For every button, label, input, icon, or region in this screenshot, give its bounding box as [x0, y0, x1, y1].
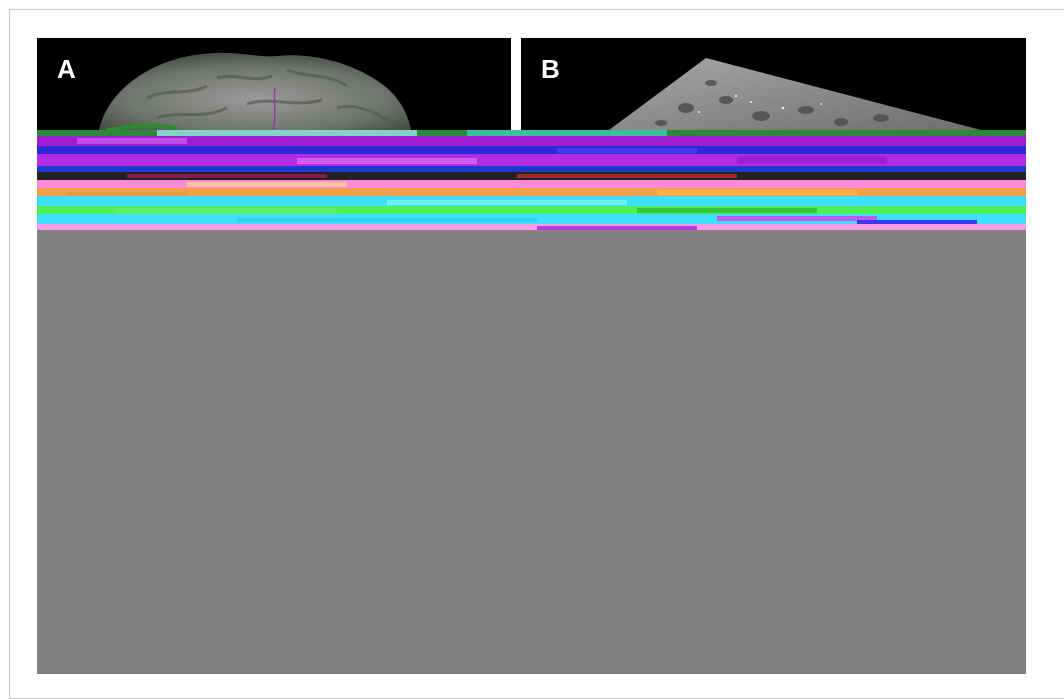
microscopy-slice-icon	[609, 58, 981, 130]
panel-label-a: A	[57, 54, 76, 84]
panel-label-b: B	[541, 54, 560, 84]
figure-image: A	[37, 38, 1026, 674]
corrupted-image-band	[37, 130, 1026, 230]
panel-b: B	[521, 38, 1026, 130]
brain-mri-render-icon	[99, 52, 411, 130]
panel-divider	[511, 38, 521, 130]
panel-a: A	[37, 38, 511, 130]
missing-image-region	[37, 230, 1026, 674]
